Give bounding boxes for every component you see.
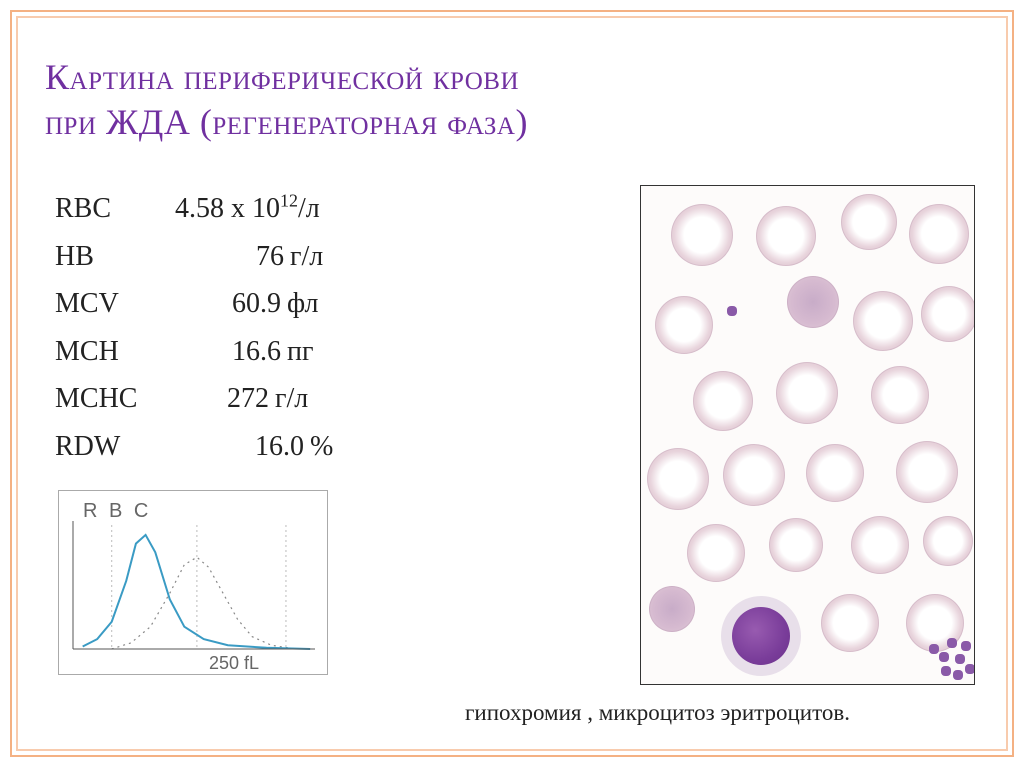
histogram-label: R B C bbox=[83, 500, 151, 522]
histogram-ref-curve bbox=[112, 557, 296, 649]
title-line2b: ЖДА bbox=[106, 102, 190, 142]
rbc-cell bbox=[723, 444, 785, 506]
lab-param: MCH bbox=[55, 328, 175, 376]
lab-param: HB bbox=[55, 233, 155, 281]
platelet bbox=[929, 644, 939, 654]
rbc-cell bbox=[776, 362, 838, 424]
lab-param: MCV bbox=[55, 280, 175, 328]
rbc-cell bbox=[687, 524, 745, 582]
blood-smear-image bbox=[640, 185, 975, 685]
rbc-cell bbox=[787, 276, 839, 328]
lab-value: 76 bbox=[155, 233, 290, 281]
rbc-cell bbox=[647, 448, 709, 510]
lab-unit: г/л bbox=[290, 233, 323, 281]
lab-unit: г/л bbox=[275, 375, 308, 423]
rbc-cell bbox=[896, 441, 958, 503]
lab-unit: % bbox=[310, 423, 333, 471]
platelet bbox=[947, 638, 957, 648]
rbc-cell bbox=[851, 516, 909, 574]
rbc-cell bbox=[671, 204, 733, 266]
platelet bbox=[953, 670, 963, 680]
platelet bbox=[939, 652, 949, 662]
lab-value: 272 bbox=[175, 375, 275, 423]
lab-param: RDW bbox=[55, 423, 175, 471]
rbc-histogram: R B C 250 fL bbox=[58, 490, 328, 675]
lab-value: 4.58 x 1012/л bbox=[175, 185, 320, 233]
rbc-cell bbox=[821, 594, 879, 652]
slide-title: Картина периферической крови при ЖДА (ре… bbox=[45, 55, 985, 145]
rbc-cell bbox=[909, 204, 969, 264]
rbc-cell bbox=[649, 586, 695, 632]
rbc-cell bbox=[806, 444, 864, 502]
platelet bbox=[727, 306, 737, 316]
platelet bbox=[955, 654, 965, 664]
lab-param: RBC bbox=[55, 185, 175, 233]
lab-value: 60.9 bbox=[175, 280, 287, 328]
rbc-cell bbox=[841, 194, 897, 250]
rbc-cell bbox=[871, 366, 929, 424]
caption-text: гипохромия , микроцитоз эритроцитов. bbox=[465, 700, 850, 726]
lab-value: 16.0 bbox=[175, 423, 310, 471]
lab-value: 16.6 bbox=[175, 328, 287, 376]
histogram-svg: R B C 250 fL bbox=[59, 491, 329, 676]
platelet bbox=[961, 641, 971, 651]
rbc-cell bbox=[769, 518, 823, 572]
rbc-cell bbox=[923, 516, 973, 566]
histogram-gridlines bbox=[112, 525, 286, 649]
rbc-cell bbox=[655, 296, 713, 354]
histogram-xaxis-label: 250 fL bbox=[209, 653, 259, 673]
rbc-cell bbox=[921, 286, 975, 342]
title-line2c: (регенераторная фаза) bbox=[190, 102, 528, 142]
rbc-cell bbox=[693, 371, 753, 431]
platelet bbox=[965, 664, 975, 674]
title-line1: Картина периферической крови bbox=[45, 57, 519, 97]
lab-param: MCHC bbox=[55, 375, 175, 423]
wbc-nucleus bbox=[732, 607, 790, 665]
lab-unit: фл bbox=[287, 280, 318, 328]
rbc-cell bbox=[853, 291, 913, 351]
platelet bbox=[941, 666, 951, 676]
lab-unit: пг bbox=[287, 328, 313, 376]
title-line2a: при bbox=[45, 102, 106, 142]
rbc-cell bbox=[756, 206, 816, 266]
